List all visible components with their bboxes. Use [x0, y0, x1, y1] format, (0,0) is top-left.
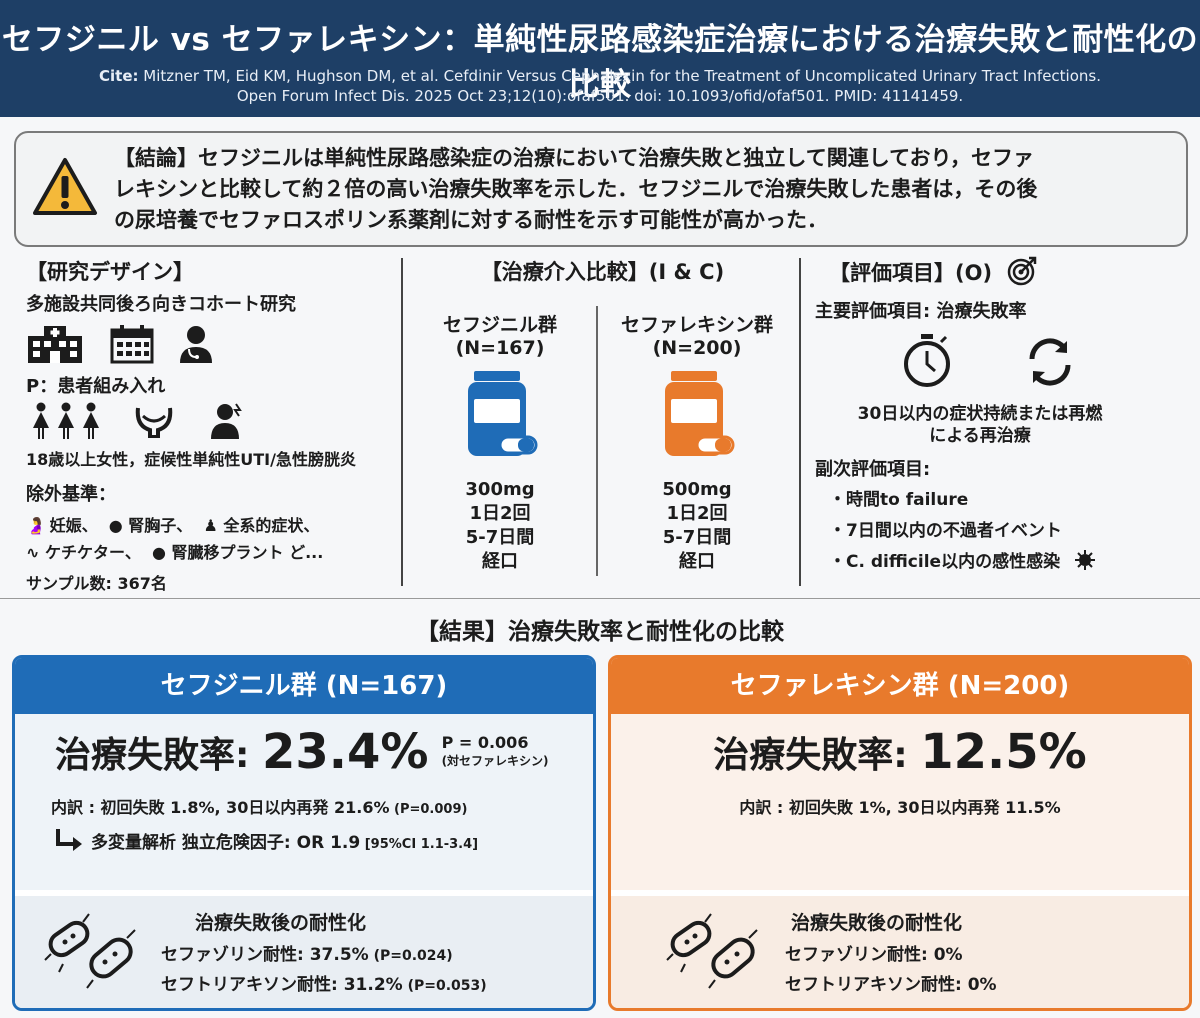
cephalexin-resistance-title: 治療失敗後の耐性化	[791, 912, 963, 934]
cefdinir-breakdown: 内訳 : 初回失敗 1.8%, 30日以内再発 21.6% (P=0.009)	[51, 798, 468, 817]
cephalexin-breakdown: 内訳 : 初回失敗 1%, 30日以内再発 11.5%	[739, 798, 1061, 817]
pain-icon	[211, 403, 242, 439]
cefdinir-results-panel: セフジニル群 (N=167) 治療失敗率: 23.4% P = 0.006 (対…	[12, 655, 596, 1011]
cefdinir-panel-header: セフジニル群 (N=167)	[15, 658, 593, 714]
cephalexin-failure-rate: 治療失敗率: 12.5%	[611, 724, 1189, 784]
pregnancy-icon: 🤰	[26, 516, 46, 535]
exclusion-row-2: ∿ ケチケター、 ● 腎臓移プラント ど...	[26, 539, 391, 566]
section-divider	[0, 598, 1200, 599]
cephalexin-frequency: 1日2回	[666, 503, 728, 524]
arrow-icon	[56, 829, 82, 851]
citation-line-2: Open Forum Infect Dis. 2025 Oct 23;12(10…	[236, 87, 964, 105]
primary-outcome-desc: 30日以内の症状持続または再燃 による再治療	[857, 404, 1103, 446]
failure-rate-label: 治療失敗率:	[55, 735, 262, 776]
cefdinir-route: 経口	[482, 551, 518, 572]
ceftriaxone-resistance: セフトリアキソン耐性: 0%	[785, 975, 997, 995]
target-icon	[1008, 256, 1037, 286]
cefazolin-resistance: セファゾリン耐性: 37.5% (P=0.024)	[161, 945, 453, 965]
virus-icon	[1075, 550, 1095, 570]
column-divider-1	[401, 258, 403, 586]
citation-line-1: Cite: Mitzner TM, Eid KM, Hughson DM, et…	[99, 67, 1101, 85]
pill-bottle-icon	[468, 371, 538, 456]
outcomes-heading: 【評価項目】(O)	[829, 261, 993, 285]
cephalexin-group: セファレキシン群 (N=200) 500mg 1日2回 5-7日間 経口	[602, 310, 792, 574]
secondary-outcome-list: ・時間to failure ・7日間以内の不過者イベント ・C. diffici…	[815, 485, 1190, 578]
cephalexin-name: セファレキシン群	[620, 314, 773, 336]
citation-label: Cite:	[99, 67, 139, 85]
cephalexin-duration: 5-7日間	[662, 527, 732, 548]
cefazolin-resistance: セファゾリン耐性: 0%	[785, 945, 963, 965]
stopwatch-icon	[904, 334, 950, 387]
cephalexin-panel-header: セファレキシン群 (N=200)	[611, 658, 1189, 714]
page-header: セフジニル vs セファレキシン：単純性尿路感染症治療における治療失敗と耐性化の…	[0, 0, 1200, 117]
outcomes-heading-row: 【評価項目】(O)	[815, 256, 1190, 287]
p-value: P = 0.006	[441, 733, 529, 752]
recurrence-icon	[1029, 338, 1071, 386]
panel-separator	[15, 890, 593, 896]
failure-rate-value: 23.4%	[261, 724, 429, 780]
exclusion-list: 🤰 妊娠、 ● 腎胸子、 ♟ 全系的症状、 ∿ ケチケター、 ● 腎臓移プラント…	[26, 512, 391, 566]
failure-rate-value: 12.5%	[920, 724, 1087, 780]
conclusion-box: 【結論】セフジニルは単純性尿路感染症の治療において治療失敗と独立して関連しており…	[14, 131, 1188, 247]
cefdinir-group: セフジニル群 (N=167) 300mg 1日2回 5-7日間 経口	[410, 310, 590, 574]
study-design-heading: 【研究デザイン】	[26, 260, 194, 284]
cefdinir-resistance: 治療失敗後の耐性化 セファゾリン耐性: 37.5% (P=0.024) セフトリ…	[15, 896, 593, 1008]
warning-icon	[33, 158, 97, 215]
doctor-icon	[180, 326, 212, 363]
bacteria-icon	[666, 913, 758, 989]
page-title: セフジニル vs セファレキシン：単純性尿路感染症治療における治療失敗と耐性化の…	[1, 22, 1199, 103]
p-value-box: P = 0.006 (対セファレキシン)	[442, 734, 549, 770]
outcome-icons	[815, 333, 1190, 391]
population-icons	[26, 402, 391, 440]
ceftriaxone-resistance: セフトリアキソン耐性: 31.2% (P=0.053)	[161, 975, 487, 995]
conclusion-text: 【結論】セフジニルは単純性尿路感染症の治療において治療失敗と独立して関連しており…	[114, 146, 1038, 232]
intervention-divider	[596, 306, 598, 576]
exclusion-label: 除外基準：	[26, 484, 116, 505]
outcomes-section: 【評価項目】(O) 主要評価項目: 治療失敗率 30日以内の症状持続または再燃 …	[815, 256, 1190, 578]
secondary-item: ・C. difficile以内の感性感染	[829, 547, 1190, 578]
hospital-icon	[28, 326, 82, 363]
women-icon	[33, 402, 99, 439]
intervention-section: 【治療介入比較】(I & C) セフジニル群 (N=167) 300mg 1日2…	[410, 256, 795, 576]
p-value-note: (対セファレキシン)	[441, 754, 549, 768]
cephalexin-route: 経口	[679, 551, 715, 572]
cephalexin-dose: 500mg	[662, 479, 732, 500]
cefdinir-n: (N=167)	[455, 337, 545, 359]
cefdinir-name: セフジニル群	[442, 314, 557, 336]
citation: Cite: Mitzner TM, Eid KM, Hughson DM, et…	[0, 66, 1200, 106]
calendar-icon	[110, 325, 154, 364]
secondary-item: ・時間to failure	[829, 490, 969, 510]
cefdinir-multivariate: 多変量解析 独立危険因子: OR 1.9 [95%CI 1.1-3.4]	[55, 828, 478, 853]
kidney-icon: ●	[151, 543, 166, 562]
cefdinir-failure-rate: 治療失敗率: 23.4% P = 0.006 (対セファレキシン)	[55, 724, 575, 784]
study-design-section: 【研究デザイン】 多施設共同後ろ向きコホート研究 P：患者組み入れ	[26, 256, 391, 594]
failure-rate-label: 治療失敗率:	[713, 735, 921, 776]
sample-size: サンプル数: 367名	[26, 574, 167, 593]
panel-separator	[611, 890, 1189, 896]
cefdinir-dose: 300mg	[465, 479, 535, 500]
cefdinir-resistance-title: 治療失敗後の耐性化	[195, 912, 367, 934]
kidney-stone-icon: ●	[108, 516, 123, 535]
secondary-item: ・7日間以内の不過者イベント	[829, 521, 1062, 541]
intervention-heading: 【治療介入比較】(I & C)	[480, 260, 725, 284]
cephalexin-results-panel: セファレキシン群 (N=200) 治療失敗率: 12.5% 内訳 : 初回失敗 …	[608, 655, 1192, 1011]
primary-outcome: 主要評価項目: 治療失敗率	[815, 301, 1027, 322]
study-type: 多施設共同後ろ向きコホート研究	[26, 294, 296, 315]
cephalexin-n: (N=200)	[652, 337, 742, 359]
catheter-icon: ∿	[26, 543, 40, 562]
cephalexin-resistance: 治療失敗後の耐性化 セファゾリン耐性: 0% セフトリアキソン耐性: 0%	[611, 896, 1189, 1008]
column-divider-2	[799, 258, 801, 586]
population-label: P：患者組み入れ	[26, 376, 166, 397]
bacteria-icon	[44, 913, 136, 989]
cefdinir-frequency: 1日2回	[469, 503, 531, 524]
design-icons	[26, 324, 391, 364]
secondary-outcome-label: 副次評価項目:	[815, 459, 931, 480]
population-text: 18歳以上女性，症候性単純性UTI/急性膀胱炎	[26, 450, 356, 469]
results-title: 【結果】治療失敗率と耐性化の比較	[416, 619, 784, 645]
systemic-symptom-icon: ♟	[203, 516, 218, 535]
exclusion-row-1: 🤰 妊娠、 ● 腎胸子、 ♟ 全系的症状、	[26, 512, 391, 539]
bladder-icon	[135, 407, 173, 438]
pill-bottle-icon	[665, 371, 735, 456]
cefdinir-duration: 5-7日間	[465, 527, 535, 548]
